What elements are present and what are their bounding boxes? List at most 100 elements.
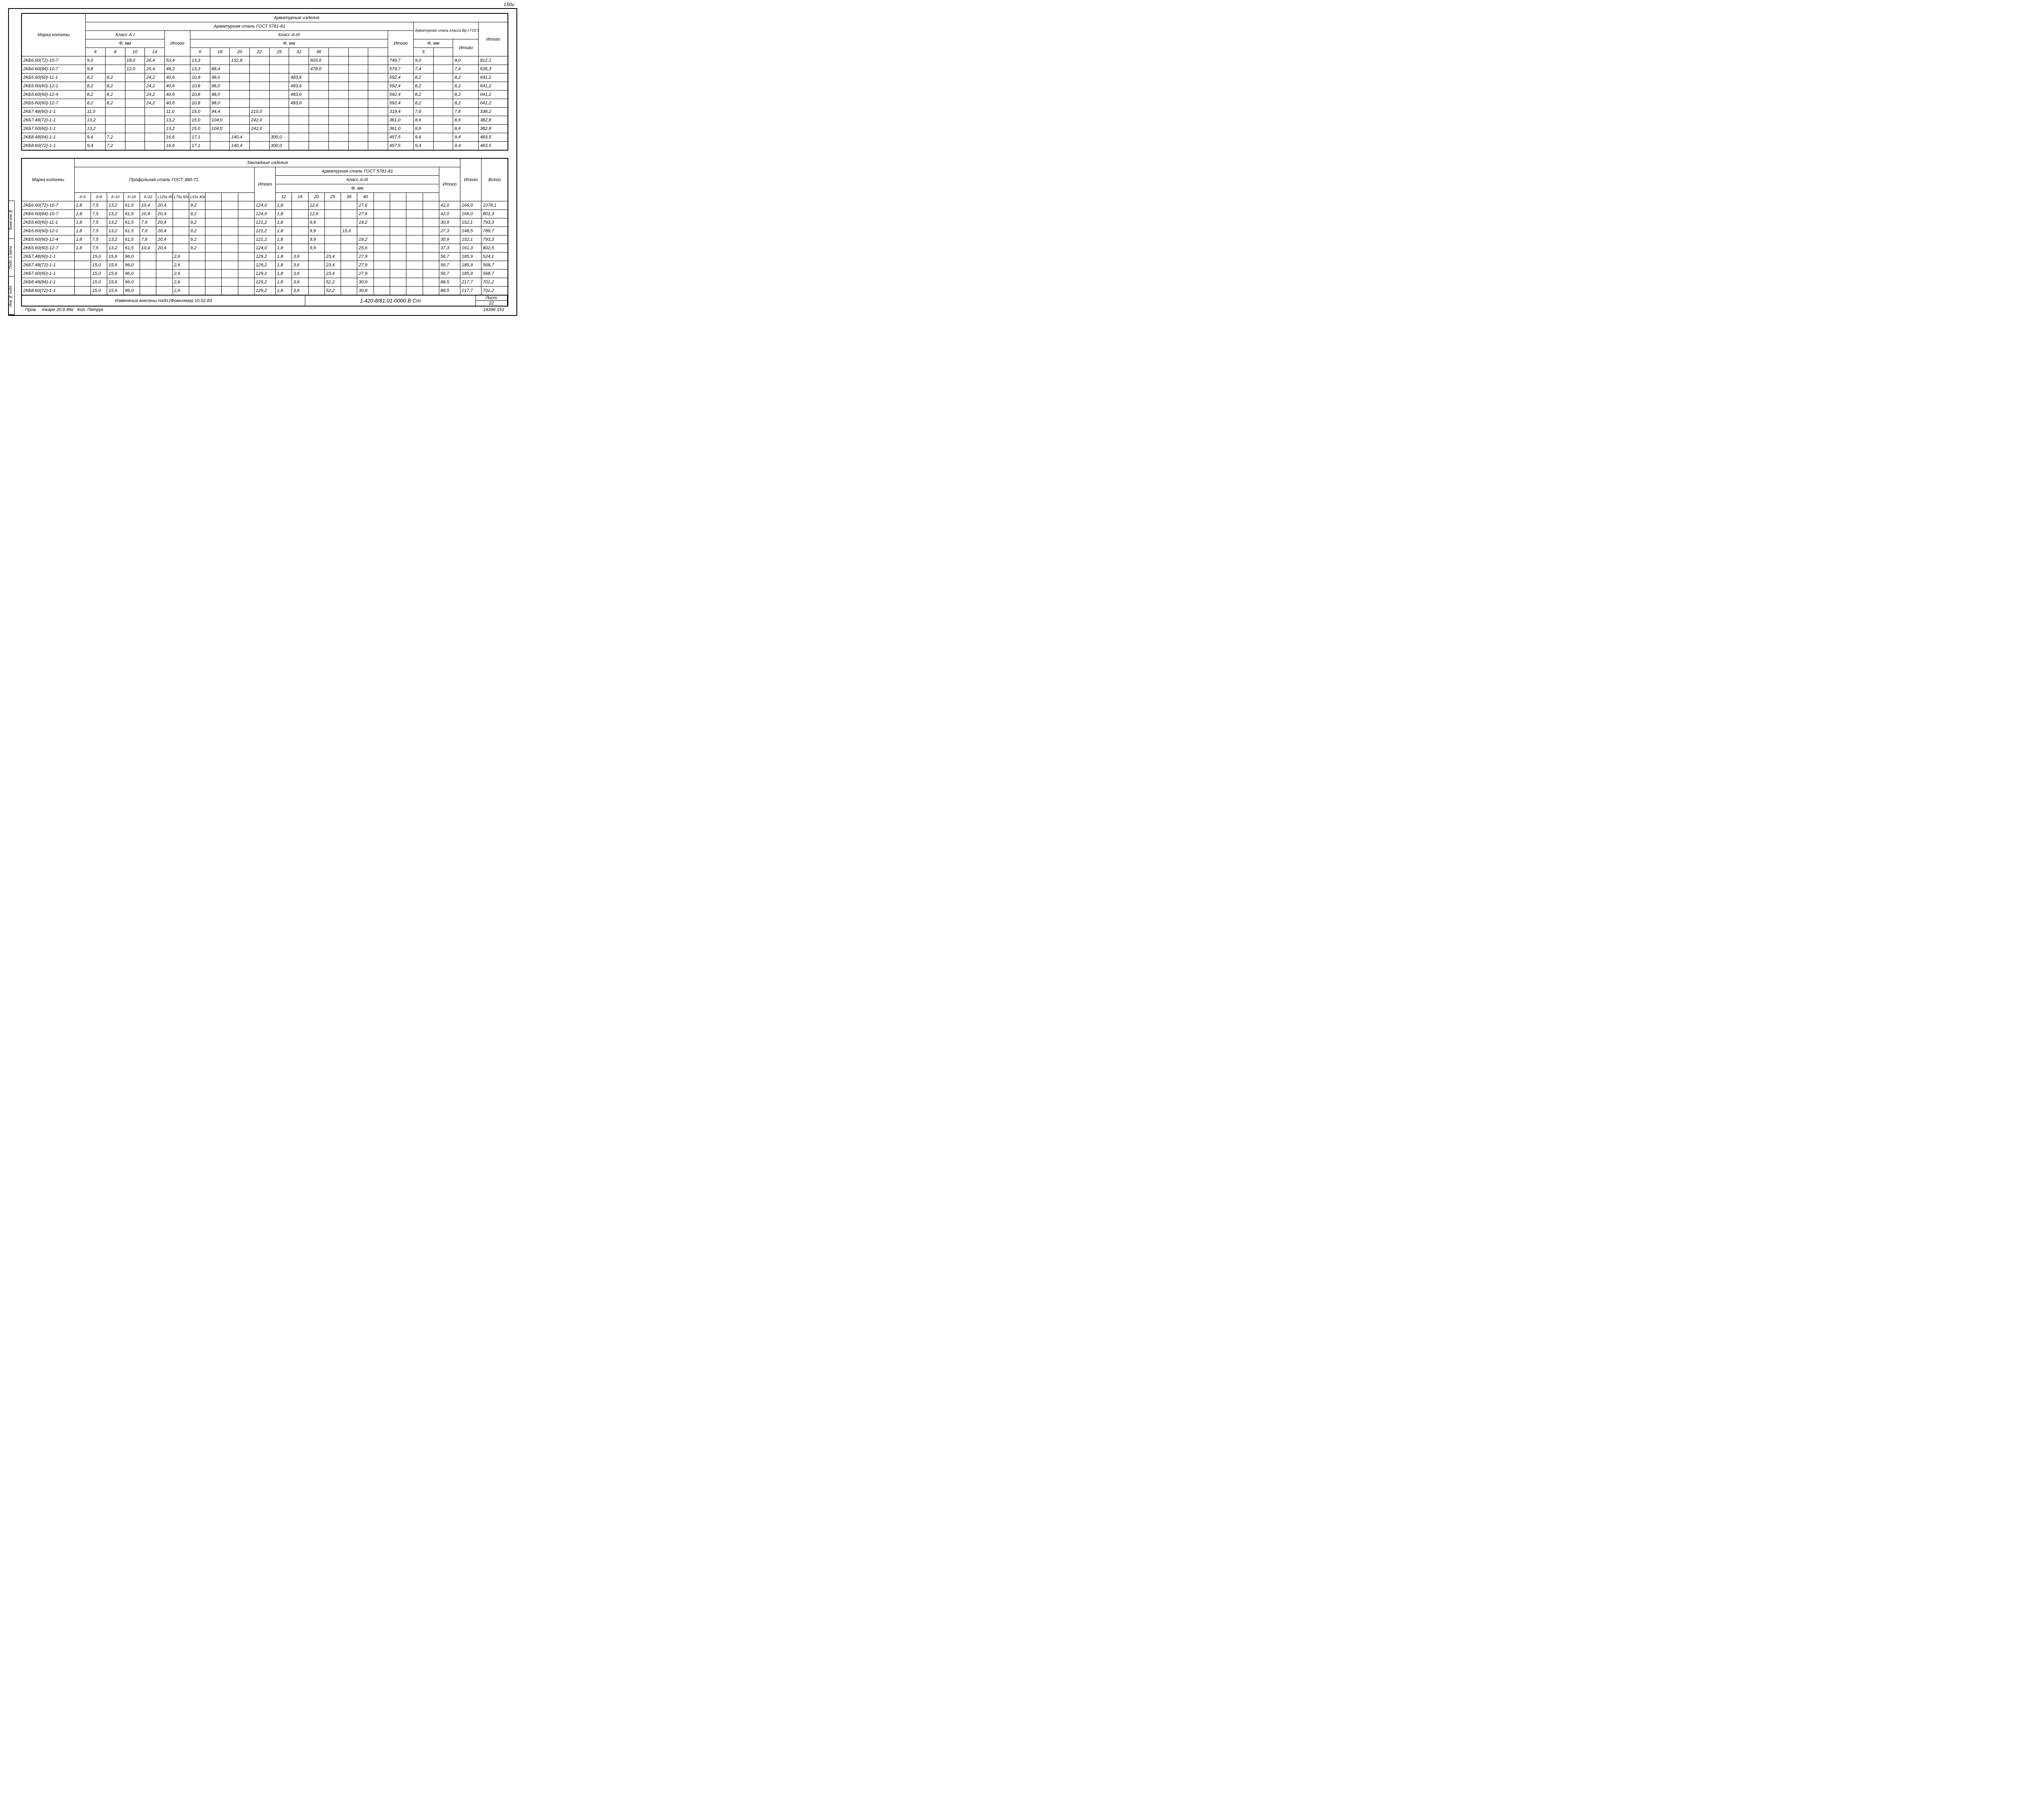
cell xyxy=(250,65,270,73)
cell: 483,5 xyxy=(479,142,508,151)
cell: 12,0 xyxy=(125,65,145,73)
cell: 603,6 xyxy=(309,56,329,65)
cell: 7,5 xyxy=(91,235,107,244)
t1-br-col xyxy=(433,48,453,56)
cell: 2,6 xyxy=(173,253,189,261)
cell xyxy=(309,108,329,116)
cell xyxy=(292,210,308,218)
cell xyxy=(348,91,368,99)
cell xyxy=(205,201,222,210)
cell: 13,2 xyxy=(107,201,123,210)
cell xyxy=(390,227,406,235)
cell xyxy=(390,287,406,296)
cell: 96,0 xyxy=(123,287,140,296)
cell: 185,9 xyxy=(460,261,482,270)
cell: 10,8 xyxy=(190,82,210,91)
cell: 3,6 xyxy=(292,261,308,270)
cell xyxy=(433,142,453,151)
cell xyxy=(210,142,230,151)
table-row: 2КБ8.60(72)-1-115,015,696,02,6129,21,83,… xyxy=(22,287,508,296)
cell: 13,3 xyxy=(190,56,210,65)
cell xyxy=(289,65,309,73)
cell xyxy=(406,218,423,227)
cell: 98,0 xyxy=(210,73,230,82)
cell: 13,2 xyxy=(164,116,190,125)
table-row: 2КБ8.60(72)-1-19,47,216,617,1140,4300,04… xyxy=(22,142,508,151)
cell: 61,5 xyxy=(123,218,140,227)
table-row: 2КБ6.60(72)-10-79,018,026,453,413,3132,8… xyxy=(22,56,508,65)
cell xyxy=(156,278,173,287)
t2-a3-col: 36 xyxy=(341,193,357,201)
cell: 8,2 xyxy=(86,99,106,108)
list-label: Лист xyxy=(476,296,507,301)
cell: 7,6 xyxy=(140,227,156,235)
cell: 8,2 xyxy=(453,82,479,91)
cell xyxy=(374,201,390,210)
cell: 1,8 xyxy=(276,270,292,278)
cell: 94,4 xyxy=(210,108,230,116)
cell xyxy=(309,82,329,91)
t2-prof-col: δ=22 xyxy=(140,193,156,201)
cell: 2КБ6.60(72)-10-7 xyxy=(22,201,74,210)
cell xyxy=(140,287,156,296)
t1-phi3: Ф, мм xyxy=(190,39,388,48)
cell xyxy=(368,82,388,91)
t1-a3-col xyxy=(348,48,368,56)
cell xyxy=(222,253,238,261)
cell xyxy=(140,261,156,270)
cell: 15,6 xyxy=(107,270,123,278)
cell: 483,6 xyxy=(289,91,309,99)
table-row: 2КБ8.48(84)-1-19,47,216,617,1140,4300,04… xyxy=(22,133,508,142)
cell: 1,8 xyxy=(276,227,292,235)
cell xyxy=(269,82,289,91)
cell xyxy=(390,261,406,270)
cell xyxy=(328,108,348,116)
cell: 2КБ5.60(60)-11-1 xyxy=(22,73,86,82)
t2-body: 2КБ6.60(72)-10-71,87,513,261,510,420,49,… xyxy=(22,201,508,296)
cell xyxy=(205,227,222,235)
cell: 9,9 xyxy=(308,227,324,235)
cell xyxy=(406,201,423,210)
cell: 2,6 xyxy=(173,270,189,278)
drawing-number: 1.420-8/81.01-0000 В Ст xyxy=(305,296,475,306)
cell: 23,4 xyxy=(324,270,341,278)
cell xyxy=(308,270,324,278)
cell: 10,4 xyxy=(140,210,156,218)
cell: 2КБ6.60(84)-10-7 xyxy=(22,210,74,218)
cell: 61,5 xyxy=(123,235,140,244)
cell xyxy=(423,253,439,261)
cell: 2КБ7.60(60)-1-1 xyxy=(22,125,86,133)
cell xyxy=(230,125,250,133)
cell xyxy=(289,142,309,151)
cell: 8,2 xyxy=(105,73,125,82)
cell xyxy=(205,278,222,287)
cell: 9,0 xyxy=(414,56,434,65)
cell xyxy=(390,235,406,244)
t2-a3-col: 40 xyxy=(357,193,374,201)
cell xyxy=(423,201,439,210)
cell xyxy=(406,235,423,244)
table-row: 2КБ5.60(60)-12-48,28,224,240,610,898,048… xyxy=(22,91,508,99)
cell: 9,4 xyxy=(414,133,434,142)
cell xyxy=(222,244,238,253)
t2-prof-col xyxy=(222,193,238,201)
cell xyxy=(341,210,357,218)
t1-br-steel: Арматурная сталь класса Вр-I ГОСТ 6727-8… xyxy=(414,22,479,39)
cell: 17,1 xyxy=(190,133,210,142)
cell xyxy=(423,227,439,235)
cell: 9,0 xyxy=(86,56,106,65)
cell: 8,2 xyxy=(414,82,434,91)
cell xyxy=(230,99,250,108)
cell: 1,8 xyxy=(74,227,91,235)
cell xyxy=(205,287,222,296)
t2-itogo-a: Итого xyxy=(439,167,460,201)
cell: 8,6 xyxy=(453,125,479,133)
cell xyxy=(374,261,390,270)
cell xyxy=(406,278,423,287)
cell xyxy=(250,73,270,82)
t1-a3-col: 20 xyxy=(230,48,250,56)
cell: 152,1 xyxy=(460,218,482,227)
cell xyxy=(348,56,368,65)
table-embedded: Марка колонны Закладные изделия Итого Вс… xyxy=(21,158,508,296)
cell xyxy=(230,116,250,125)
